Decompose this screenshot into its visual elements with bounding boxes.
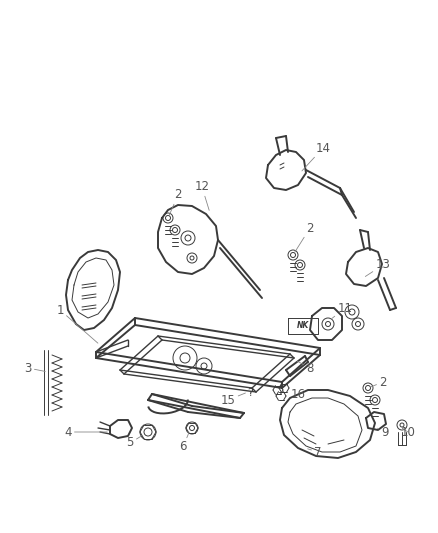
Text: 2: 2: [169, 189, 182, 215]
Text: 14: 14: [302, 141, 331, 171]
Circle shape: [325, 321, 331, 327]
Text: 13: 13: [365, 259, 390, 277]
Text: NK: NK: [297, 320, 309, 329]
Text: 10: 10: [401, 425, 415, 439]
Circle shape: [400, 423, 404, 427]
Text: 9: 9: [378, 425, 389, 439]
Circle shape: [190, 425, 194, 431]
Text: ?: ?: [247, 388, 253, 398]
Text: 2: 2: [294, 222, 314, 253]
Circle shape: [365, 385, 371, 391]
Text: 6: 6: [179, 433, 189, 454]
Circle shape: [185, 235, 191, 241]
Text: 7: 7: [307, 446, 322, 458]
Circle shape: [173, 228, 177, 232]
Text: 11: 11: [332, 302, 353, 318]
Text: 8: 8: [297, 361, 314, 375]
Circle shape: [349, 309, 355, 315]
Circle shape: [290, 253, 296, 257]
Text: 12: 12: [194, 181, 209, 211]
Circle shape: [190, 256, 194, 260]
Circle shape: [180, 353, 190, 363]
Circle shape: [372, 398, 378, 402]
Text: 2: 2: [371, 376, 387, 389]
Text: 5: 5: [126, 437, 141, 449]
Text: 3: 3: [25, 361, 45, 375]
Circle shape: [356, 321, 360, 327]
Circle shape: [166, 215, 170, 221]
Circle shape: [201, 363, 207, 369]
Text: 15: 15: [221, 393, 245, 407]
Text: 16: 16: [288, 389, 305, 401]
Circle shape: [297, 262, 303, 268]
Text: 1: 1: [56, 303, 98, 343]
Text: 4: 4: [64, 425, 107, 439]
